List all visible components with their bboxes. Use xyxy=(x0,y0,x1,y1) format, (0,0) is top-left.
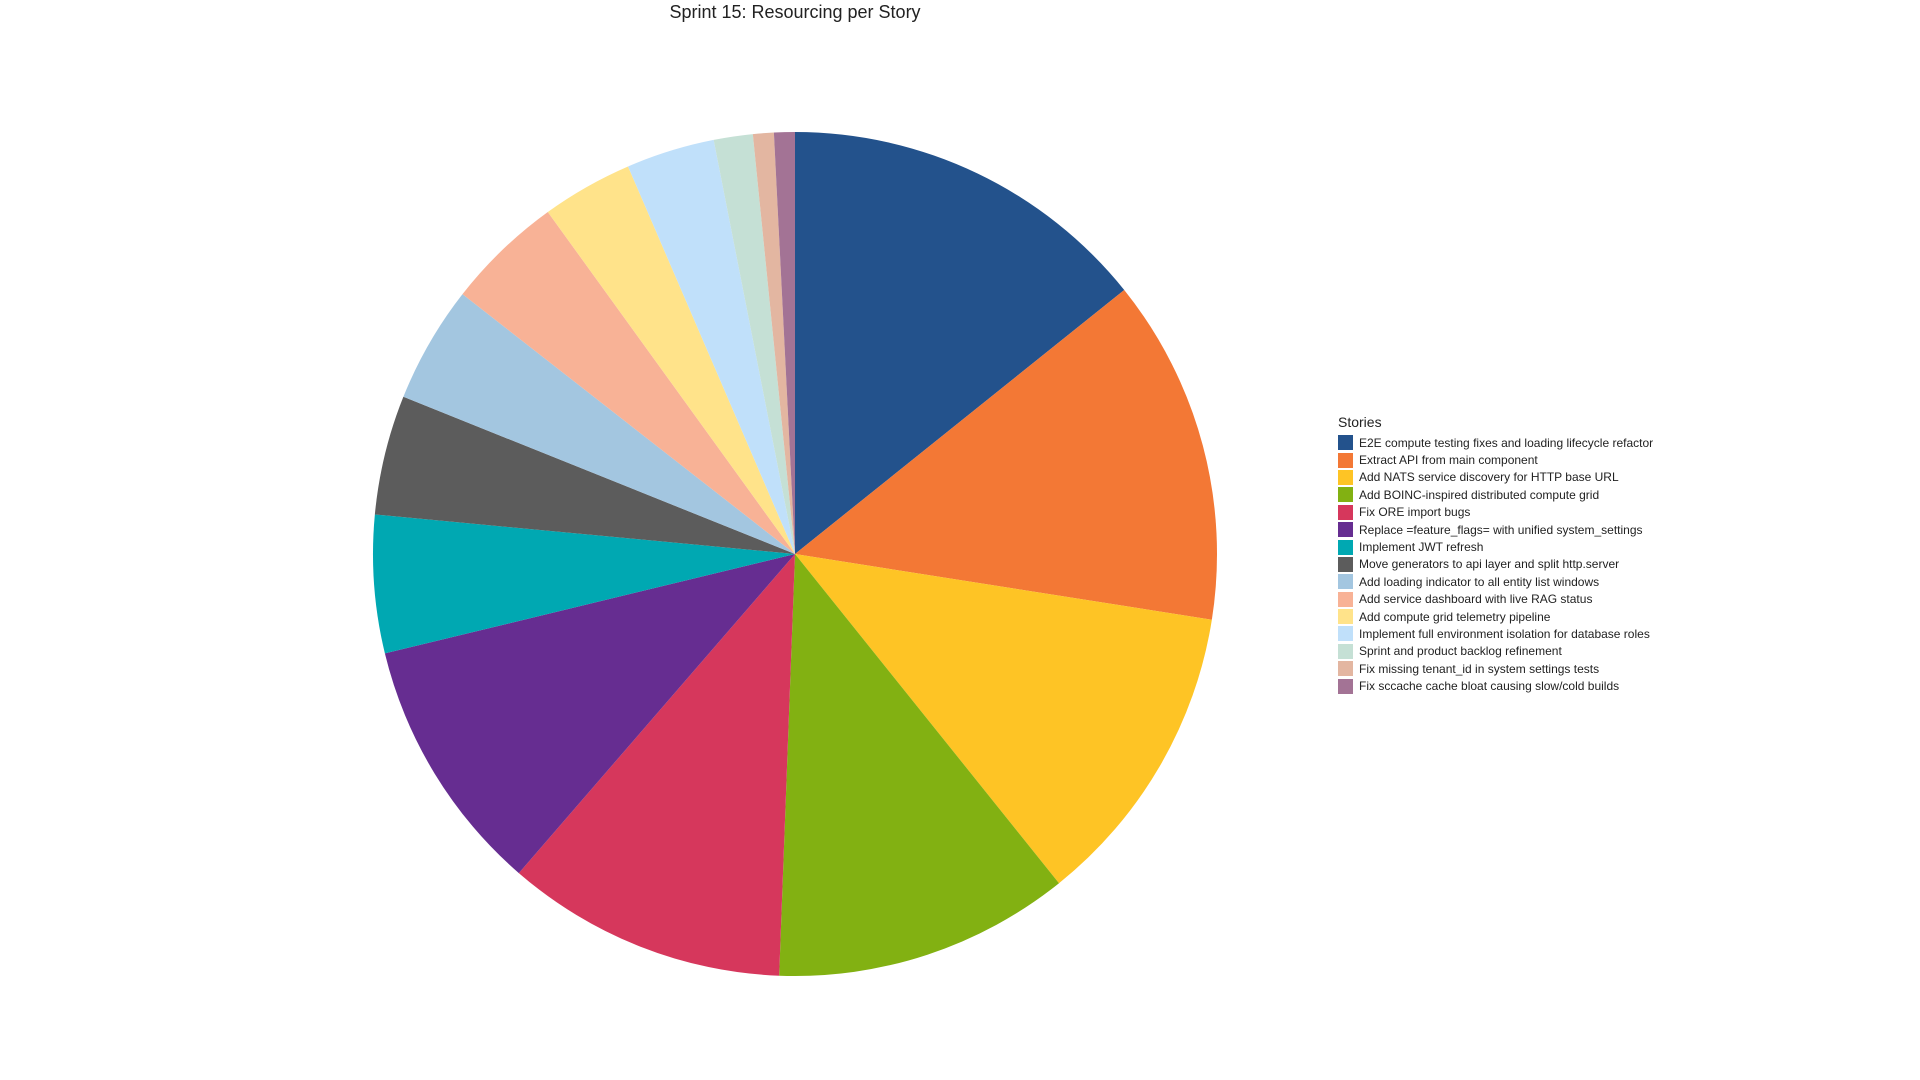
pie-slice-1 xyxy=(795,132,1125,554)
legend-item: Add service dashboard with live RAG stat… xyxy=(1338,591,1653,608)
legend-item: Replace =feature_flags= with unified sys… xyxy=(1338,521,1653,538)
legend-label: Implement JWT refresh xyxy=(1359,540,1484,555)
legend-title: Stories xyxy=(1338,414,1382,430)
legend-item: Add loading indicator to all entity list… xyxy=(1338,573,1653,590)
legend-swatch xyxy=(1338,574,1353,590)
legend-label: Add BOINC-inspired distributed compute g… xyxy=(1359,487,1600,502)
pie-slice-9 xyxy=(403,294,795,554)
legend-swatch xyxy=(1338,487,1353,503)
pie-slice-7 xyxy=(373,514,795,654)
legend-label: Add service dashboard with live RAG stat… xyxy=(1359,592,1593,607)
legend-swatch xyxy=(1338,609,1353,625)
legend-item: Add BOINC-inspired distributed compute g… xyxy=(1338,486,1653,503)
legend-swatch xyxy=(1338,643,1353,659)
legend-swatch xyxy=(1338,469,1353,485)
legend-label: Extract API from main component xyxy=(1359,453,1538,468)
legend-item: Extract API from main component xyxy=(1338,451,1653,468)
pie-slice-6 xyxy=(384,554,795,874)
legend-item: Fix missing tenant_id in system settings… xyxy=(1338,660,1653,677)
legend-item: Fix ORE import bugs xyxy=(1338,504,1653,521)
legend-label: Sprint and product backlog refinement xyxy=(1359,644,1562,659)
legend-swatch xyxy=(1338,678,1353,694)
legend-label: Implement full environment isolation for… xyxy=(1359,626,1650,641)
legend-swatch xyxy=(1338,661,1353,677)
legend-label: Move generators to api layer and split h… xyxy=(1359,557,1620,572)
pie-slice-4 xyxy=(779,554,1059,976)
legend-swatch xyxy=(1338,591,1353,607)
legend-swatch xyxy=(1338,452,1353,468)
pie-slice-2 xyxy=(795,290,1218,620)
legend-label: Replace =feature_flags= with unified sys… xyxy=(1359,522,1643,537)
pie-slice-13 xyxy=(713,134,795,555)
legend-item: Implement full environment isolation for… xyxy=(1338,625,1653,642)
legend-item: Implement JWT refresh xyxy=(1338,538,1653,555)
legend-label: Add compute grid telemetry pipeline xyxy=(1359,609,1551,624)
pie-slice-12 xyxy=(628,139,795,555)
legend-item: Fix sccache cache bloat causing slow/col… xyxy=(1338,677,1653,694)
legend-label: Fix ORE import bugs xyxy=(1359,505,1471,520)
legend: Stories E2E compute testing fixes and lo… xyxy=(1338,414,1653,695)
legend-items: E2E compute testing fixes and loading li… xyxy=(1338,434,1653,695)
chart-title: Sprint 15: Resourcing per Story xyxy=(669,2,921,22)
legend-label: Fix missing tenant_id in system settings… xyxy=(1359,661,1600,676)
legend-item: Add NATS service discovery for HTTP base… xyxy=(1338,469,1653,486)
legend-label: Fix sccache cache bloat causing slow/col… xyxy=(1359,679,1620,694)
legend-swatch xyxy=(1338,522,1353,538)
pie-slice-11 xyxy=(547,166,795,554)
legend-swatch xyxy=(1338,539,1353,555)
pie-slice-14 xyxy=(752,132,795,554)
pie-slice-10 xyxy=(462,211,795,554)
legend-swatch xyxy=(1338,626,1353,642)
legend-swatch xyxy=(1338,504,1353,520)
legend-label: Add loading indicator to all entity list… xyxy=(1359,574,1600,589)
legend-item: E2E compute testing fixes and loading li… xyxy=(1338,434,1653,451)
legend-label: Add NATS service discovery for HTTP base… xyxy=(1359,470,1619,485)
legend-item: Sprint and product backlog refinement xyxy=(1338,643,1653,660)
pie-slice-5 xyxy=(518,554,795,976)
legend-swatch xyxy=(1338,556,1353,572)
legend-label: E2E compute testing fixes and loading li… xyxy=(1359,435,1654,450)
pie-slice-3 xyxy=(795,554,1212,884)
pie-slice-8 xyxy=(374,396,795,554)
legend-item: Add compute grid telemetry pipeline xyxy=(1338,608,1653,625)
pie-slice-15 xyxy=(773,132,795,554)
legend-item: Move generators to api layer and split h… xyxy=(1338,556,1653,573)
legend-swatch xyxy=(1338,435,1353,451)
